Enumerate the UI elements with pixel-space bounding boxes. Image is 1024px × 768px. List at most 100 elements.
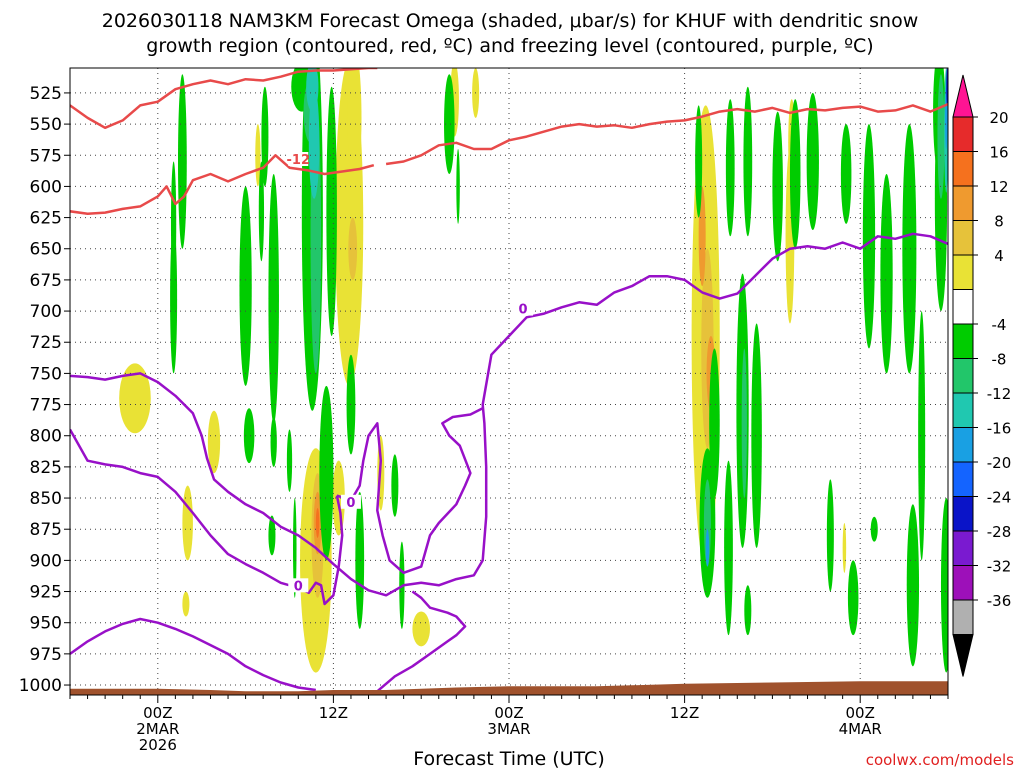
colorbar-label: 16 bbox=[989, 144, 1008, 162]
omega-region bbox=[119, 363, 151, 434]
omega-region bbox=[319, 385, 334, 561]
omega-region bbox=[306, 68, 319, 112]
colorbar-swatch bbox=[952, 496, 974, 532]
colorbar-swatch bbox=[952, 220, 974, 256]
omega-region bbox=[725, 99, 735, 237]
omega-region bbox=[182, 485, 193, 561]
colorbar-label: -4 bbox=[992, 316, 1007, 334]
x-tick-label: 12Z bbox=[670, 704, 699, 722]
omega-region bbox=[182, 591, 190, 617]
omega-region bbox=[286, 429, 293, 492]
omega-region bbox=[698, 186, 706, 287]
colorbar-swatch bbox=[952, 427, 974, 463]
colorbar-label: 4 bbox=[994, 247, 1004, 265]
omega-region bbox=[724, 460, 733, 636]
y-tick-label: 775 bbox=[30, 396, 62, 416]
omega-region bbox=[239, 186, 252, 386]
omega-region bbox=[806, 92, 819, 231]
omega-region bbox=[347, 68, 362, 187]
y-tick-label: 600 bbox=[30, 177, 62, 197]
y-tick-label: 525 bbox=[30, 84, 62, 104]
omega-region bbox=[940, 498, 948, 673]
colorbar-label: 12 bbox=[989, 178, 1008, 196]
plot-area: -12 0 0 0 bbox=[69, 67, 949, 696]
colorbar-swatch bbox=[952, 323, 974, 359]
omega-region bbox=[243, 408, 255, 464]
freezing-level-line bbox=[336, 407, 484, 575]
colorbar-bottom-arrow bbox=[952, 634, 974, 677]
omega-region bbox=[348, 217, 358, 280]
colorbar-swatch bbox=[952, 565, 974, 601]
omega-region bbox=[847, 560, 859, 636]
freezing-level-line bbox=[70, 617, 316, 692]
colorbar-label: -36 bbox=[987, 592, 1012, 610]
omega-region bbox=[870, 516, 878, 542]
y-tick-label: 825 bbox=[30, 458, 62, 478]
omega-region bbox=[705, 529, 710, 567]
colorbar-label: -8 bbox=[992, 351, 1007, 369]
colorbar-swatch bbox=[952, 185, 974, 221]
contours: -12 0 0 0 bbox=[70, 68, 948, 693]
y-tick-label: 625 bbox=[30, 209, 62, 229]
omega-region bbox=[444, 74, 455, 174]
colorbar-label: -32 bbox=[987, 558, 1012, 576]
y-tick-label: 950 bbox=[30, 614, 62, 634]
contour-label-bg bbox=[288, 578, 309, 593]
x-tick-label: 3MAR bbox=[487, 720, 530, 738]
terrain bbox=[70, 681, 948, 695]
omega-region bbox=[695, 105, 703, 218]
dgz-contour-line bbox=[70, 68, 378, 130]
colorbar-label: -16 bbox=[987, 420, 1012, 438]
omega-region bbox=[391, 454, 399, 517]
colorbar-label: 8 bbox=[994, 213, 1004, 231]
colorbar-swatch bbox=[952, 599, 974, 635]
colorbar-label: 20 bbox=[989, 109, 1008, 127]
contour-label: -12 bbox=[287, 153, 311, 168]
omega-region bbox=[170, 161, 177, 287]
y-tick-label: 1000 bbox=[19, 676, 62, 696]
y-tick-label: 850 bbox=[30, 489, 62, 509]
omega-region bbox=[741, 348, 747, 499]
freezing-level-line bbox=[376, 590, 467, 693]
colorbar-swatch bbox=[952, 116, 974, 152]
dgz-contour-line bbox=[385, 102, 948, 166]
omega-region bbox=[261, 86, 269, 187]
omega-region bbox=[826, 479, 834, 592]
x-tick-label: 4MAR bbox=[839, 720, 882, 738]
omega-region bbox=[293, 498, 297, 598]
omega-region bbox=[772, 111, 783, 262]
colorbar: 20 16 12 8 4 -4 -8 -12 -16 -20 -24 -28 -32 -36 bbox=[952, 74, 1012, 677]
x-tick-label: 12Z bbox=[319, 704, 348, 722]
contour-label-bg bbox=[340, 494, 361, 509]
chart-title-line2: growth region (contoured, red, ºC) and f… bbox=[146, 35, 873, 57]
omega-region bbox=[842, 522, 847, 573]
omega-region bbox=[862, 124, 876, 349]
terrain-surface bbox=[70, 681, 948, 695]
contour-label: 0 bbox=[519, 303, 528, 318]
y-tick-label: 925 bbox=[30, 583, 62, 603]
contour-label: 0 bbox=[294, 579, 303, 594]
x-tick-label: 00Z bbox=[494, 704, 523, 722]
chart-title-line1: 2026030118 NAM3KM Forecast Omega (shaded… bbox=[102, 10, 918, 32]
omega-region bbox=[326, 86, 337, 337]
omega-region bbox=[703, 479, 711, 567]
omega-region bbox=[880, 173, 893, 374]
freezing-level-line bbox=[70, 428, 344, 606]
colorbar-label: -24 bbox=[987, 489, 1012, 507]
y-axis: 525 550 575 600 625 650 675 700 725 750 775 800 825 8… bbox=[19, 84, 70, 696]
omega-region bbox=[258, 161, 265, 262]
omega-region bbox=[268, 515, 276, 556]
colorbar-label: -28 bbox=[987, 523, 1012, 541]
colorbar-top-arrow bbox=[952, 74, 974, 118]
y-tick-label: 875 bbox=[30, 520, 62, 540]
contour-label-bg bbox=[288, 151, 309, 166]
omega-region bbox=[744, 585, 752, 636]
x-tick-label: 00Z bbox=[143, 704, 172, 722]
y-tick-label: 650 bbox=[30, 240, 62, 260]
y-tick-label: 700 bbox=[30, 302, 62, 322]
contour-label: 0 bbox=[346, 496, 355, 511]
omega-region bbox=[789, 99, 801, 249]
x-tick-label: 2MAR bbox=[136, 720, 179, 738]
